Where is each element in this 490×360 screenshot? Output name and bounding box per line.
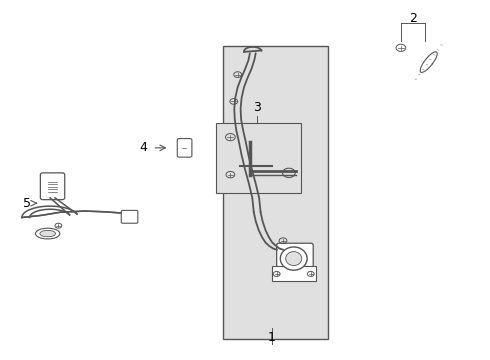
FancyBboxPatch shape: [272, 266, 316, 282]
Text: 5: 5: [23, 197, 30, 210]
Text: 4: 4: [140, 141, 147, 154]
FancyBboxPatch shape: [277, 243, 313, 272]
Ellipse shape: [280, 247, 307, 270]
Bar: [223, 46, 328, 339]
Ellipse shape: [40, 230, 55, 237]
Text: 1: 1: [268, 331, 276, 344]
Text: 2: 2: [409, 12, 417, 25]
Ellipse shape: [286, 252, 302, 266]
FancyBboxPatch shape: [121, 210, 138, 223]
Text: 3: 3: [253, 101, 261, 114]
Bar: [216, 123, 301, 193]
FancyBboxPatch shape: [40, 173, 65, 200]
Ellipse shape: [35, 228, 60, 239]
FancyBboxPatch shape: [177, 139, 192, 157]
